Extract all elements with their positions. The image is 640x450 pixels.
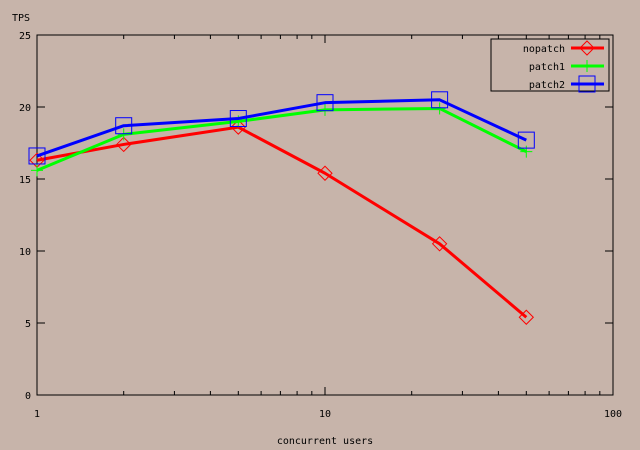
data-point-patch1 <box>319 103 331 116</box>
y-tick-label: 5 <box>25 319 31 330</box>
data-point-patch2 <box>431 91 449 109</box>
plot-frame <box>36 34 614 396</box>
axis-ticks: 0 5 10 15 20 25 1 10 100 <box>19 31 622 420</box>
legend-marker-nopatch <box>579 40 595 56</box>
data-point-patch2 <box>28 147 46 165</box>
x-tick-label: 10 <box>319 409 331 420</box>
data-point-patch2 <box>229 110 247 128</box>
series-layer <box>28 91 535 325</box>
data-point-patch1 <box>31 164 43 177</box>
legend-label-nopatch: nopatch <box>523 44 565 55</box>
data-point-nopatch <box>431 236 448 252</box>
series-patch2 <box>28 91 535 165</box>
y-tick-label: 25 <box>19 31 31 42</box>
y-axis-label: TPS <box>12 13 30 24</box>
y-tick-label: 20 <box>19 103 31 114</box>
series-patch1 <box>31 102 533 177</box>
data-point-nopatch <box>230 119 247 135</box>
x-tick-label: 100 <box>604 409 622 420</box>
y-tick-label: 10 <box>19 247 31 258</box>
y-tick-label: 0 <box>25 391 31 402</box>
data-point-patch2 <box>316 94 334 112</box>
data-point-patch1 <box>117 128 130 141</box>
data-point-patch2 <box>115 117 133 135</box>
data-point-patch1 <box>433 102 446 115</box>
series-line-patch2 <box>36 98 527 158</box>
x-axis-label: concurrent users <box>277 436 373 447</box>
series-line-patch1 <box>36 106 527 172</box>
y-tick-label: 15 <box>19 175 31 186</box>
data-point-nopatch <box>317 165 333 181</box>
series-line-nopatch <box>36 125 528 319</box>
data-point-nopatch <box>115 136 132 153</box>
legend-marker-patch2 <box>578 75 596 93</box>
x-tick-label: 1 <box>34 409 40 420</box>
legend-label-patch2: patch2 <box>529 80 565 91</box>
data-point-nopatch <box>518 309 535 325</box>
legend-label-patch1: patch1 <box>529 62 565 73</box>
legend: nopatch patch1 patch2 <box>490 38 610 93</box>
legend-box <box>490 38 610 92</box>
series-nopatch <box>29 119 535 325</box>
legend-marker-patch1 <box>581 60 593 72</box>
data-point-patch1 <box>520 145 533 158</box>
data-point-patch2 <box>517 131 535 149</box>
